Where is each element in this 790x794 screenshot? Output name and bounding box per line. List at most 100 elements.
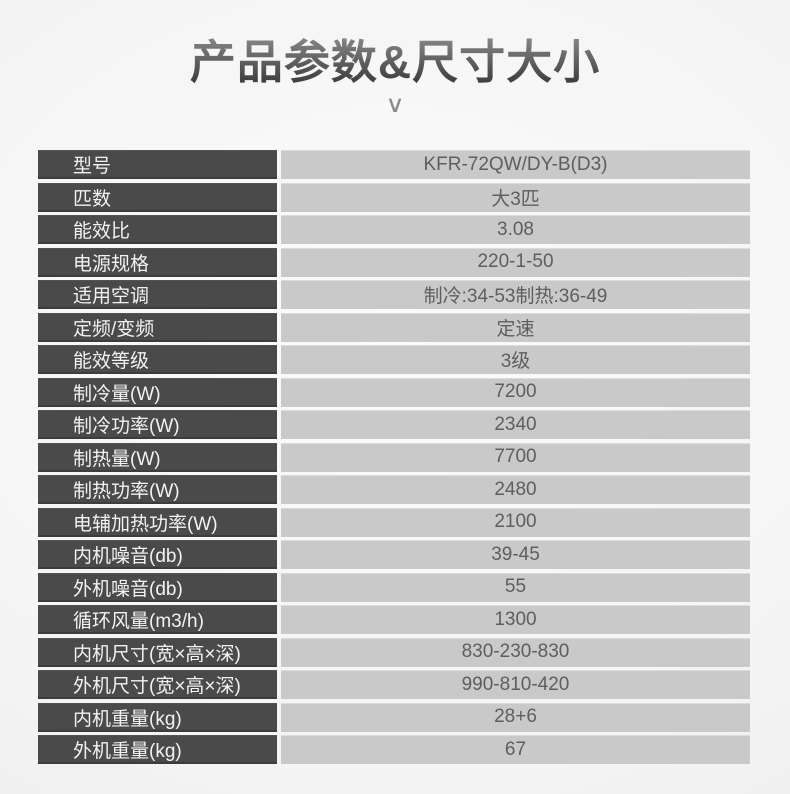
row-label-cell: 内机重量(kg) (38, 702, 277, 732)
row-label: 循环风量(m3/h) (73, 611, 204, 632)
table-row: 内机尺寸(宽×高×深) 830-230-830 (38, 637, 750, 667)
table-row: 型号 KFR-72QW/DY-B(D3) (38, 150, 750, 179)
row-value-cell: 28+6 (281, 702, 750, 732)
row-value: 1300 (494, 608, 537, 630)
row-label-cell: 电源规格 (38, 247, 277, 277)
row-label: 制热功率(W) (73, 481, 180, 502)
row-value-cell: 990-810-420 (281, 670, 750, 699)
row-value-cell: 大3匹 (281, 182, 750, 212)
row-label: 内机噪音(db) (73, 546, 183, 567)
row-label: 定频/变频 (73, 318, 155, 340)
row-label-cell: 适用空调 (38, 280, 277, 309)
row-label-cell: 外机重量(kg) (38, 735, 277, 764)
row-value-cell: 2100 (281, 507, 750, 537)
table-row: 适用空调 制冷:34-53制热:36-49 (38, 280, 750, 309)
table-row: 能效比 3.08 (38, 215, 750, 244)
row-value: 55 (504, 576, 527, 597)
row-value: 220-1-50 (477, 251, 554, 272)
row-label-cell: 电辅加热功率(W) (38, 507, 277, 537)
row-label-cell: 型号 (38, 150, 277, 179)
row-label-cell: 定频/变频 (38, 312, 277, 342)
row-value-cell: 定速 (281, 312, 750, 342)
row-label-cell: 外机尺寸(宽×高×深) (38, 670, 277, 699)
row-value: 67 (504, 738, 527, 760)
row-label: 能效等级 (73, 351, 150, 372)
table-row: 循环风量(m3/h) 1300 (38, 605, 750, 634)
row-value-cell: 1300 (281, 605, 750, 634)
row-label-cell: 制冷量(W) (38, 377, 277, 407)
row-value: 830-230-830 (461, 641, 570, 662)
table-row: 制热量(W) 7700 (38, 442, 750, 472)
row-value-cell: 7700 (281, 442, 750, 472)
table-row: 电辅加热功率(W) 2100 (38, 507, 750, 537)
row-value: 2480 (494, 478, 537, 500)
table-row: 电源规格 220-1-50 (38, 247, 750, 277)
row-label: 内机尺寸(宽×高×深) (73, 643, 241, 665)
row-label: 内机重量(kg) (73, 708, 182, 730)
row-label-cell: 制冷功率(W) (38, 410, 277, 439)
row-value: 7200 (494, 381, 537, 402)
row-label: 外机噪音(db) (73, 578, 183, 600)
row-value-cell: 220-1-50 (281, 247, 750, 277)
row-value: 39-45 (491, 543, 540, 565)
row-label: 匹数 (73, 188, 112, 210)
row-label-cell: 匹数 (38, 182, 277, 212)
row-label-cell: 能效比 (38, 215, 277, 244)
row-value-cell: 7200 (281, 377, 750, 407)
row-value-cell: 2340 (281, 410, 750, 439)
row-value: 制冷:34-53制热:36-49 (423, 286, 608, 307)
spec-table: 型号 KFR-72QW/DY-B(D3) 匹数 大3匹 能效比 3.08 (38, 150, 750, 764)
page-header: 产品参数&尺寸大小 ∨ (0, 0, 790, 116)
row-label: 型号 (73, 156, 112, 177)
chevron-down-icon: ∨ (385, 90, 405, 117)
row-value: 7700 (494, 446, 537, 467)
row-label: 制热量(W) (73, 448, 161, 470)
row-value: 定速 (496, 318, 535, 340)
row-value-cell: 55 (281, 572, 750, 602)
table-row: 内机重量(kg) 28+6 (38, 702, 750, 732)
row-value-cell: 制冷:34-53制热:36-49 (281, 280, 750, 309)
row-label: 外机重量(kg) (73, 741, 182, 762)
row-value-cell: 2480 (281, 475, 750, 504)
row-value: KFR-72QW/DY-B(D3) (423, 153, 608, 175)
row-value-cell: 3.08 (281, 215, 750, 244)
table-row: 能效等级 3级 (38, 345, 750, 374)
table-row: 内机噪音(db) 39-45 (38, 540, 750, 569)
table-row: 定频/变频 定速 (38, 312, 750, 342)
table-row: 外机噪音(db) 55 (38, 572, 750, 602)
row-value-cell: 3级 (281, 345, 750, 374)
row-label: 适用空调 (73, 286, 150, 307)
table-row: 外机重量(kg) 67 (38, 735, 750, 764)
row-label-cell: 外机噪音(db) (38, 572, 277, 602)
row-value-cell: 67 (281, 735, 750, 764)
table-row: 制热功率(W) 2480 (38, 475, 750, 504)
row-label-cell: 制热量(W) (38, 442, 277, 472)
row-value: 3级 (500, 351, 531, 372)
row-label: 制冷功率(W) (73, 416, 180, 437)
row-value: 大3匹 (491, 188, 540, 210)
row-label: 外机尺寸(宽×高×深) (73, 676, 241, 697)
page-title: 产品参数&尺寸大小 (190, 34, 600, 92)
row-label: 能效比 (73, 221, 131, 242)
row-value-cell: 39-45 (281, 540, 750, 569)
row-label-cell: 内机噪音(db) (38, 540, 277, 569)
row-value: 2340 (494, 413, 537, 435)
row-value: 2100 (494, 511, 537, 532)
row-label-cell: 循环风量(m3/h) (38, 605, 277, 634)
row-value-cell: KFR-72QW/DY-B(D3) (281, 150, 750, 179)
row-value: 28+6 (494, 706, 537, 727)
row-label: 电源规格 (73, 253, 150, 275)
table-row: 匹数 大3匹 (38, 182, 750, 212)
row-label: 制冷量(W) (73, 383, 161, 405)
table-row: 制冷量(W) 7200 (38, 377, 750, 407)
row-label-cell: 制热功率(W) (38, 475, 277, 504)
row-value: 990-810-420 (461, 673, 570, 695)
row-value-cell: 830-230-830 (281, 637, 750, 667)
table-row: 制冷功率(W) 2340 (38, 410, 750, 439)
row-label-cell: 内机尺寸(宽×高×深) (38, 637, 277, 667)
row-label: 电辅加热功率(W) (73, 513, 218, 535)
row-label-cell: 能效等级 (38, 345, 277, 374)
table-row: 外机尺寸(宽×高×深) 990-810-420 (38, 670, 750, 699)
row-value: 3.08 (497, 218, 534, 240)
